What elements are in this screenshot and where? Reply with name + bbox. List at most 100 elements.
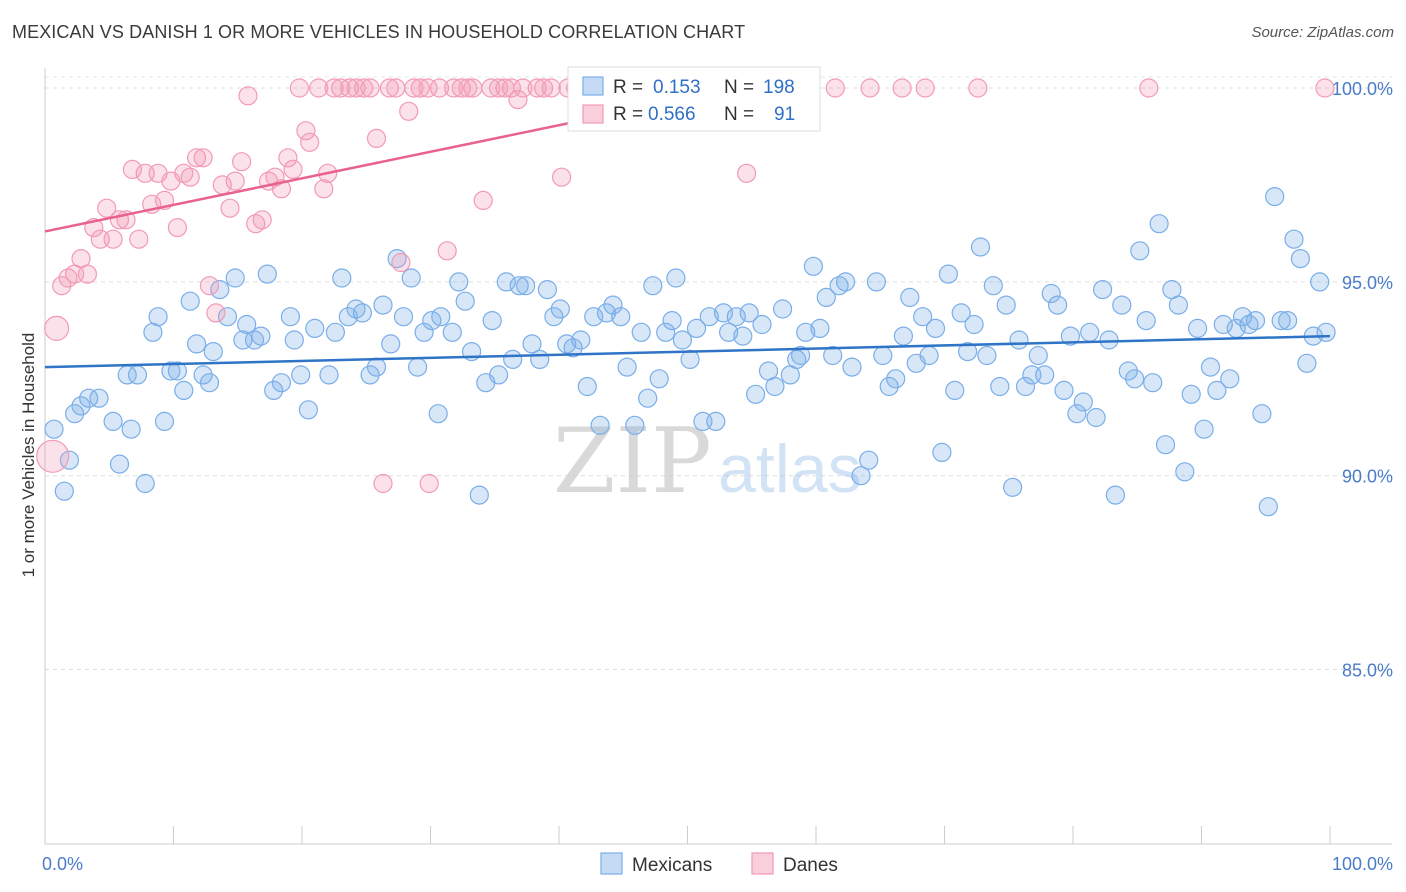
mexicans-point-104 <box>752 314 772 335</box>
x-tick-label-1: 100.0% <box>1332 854 1393 874</box>
mexicans-point-164 <box>1143 373 1163 393</box>
danes-point-60 <box>419 473 439 494</box>
y-tick-label-1: 90.0% <box>1342 467 1393 487</box>
mexicans-point-112 <box>803 256 824 276</box>
danes-point-63 <box>444 78 464 98</box>
danes-point-71 <box>501 78 522 98</box>
mexicans-point-107 <box>772 299 793 319</box>
mexicans-point-163 <box>1136 311 1156 331</box>
danes-point-89 <box>915 78 935 98</box>
mexicans-point-103 <box>745 384 766 404</box>
mexicans-point-131 <box>932 442 952 462</box>
mexicans-point-139 <box>983 276 1003 296</box>
mexicans-point-90 <box>662 311 682 331</box>
mexicans-point-47 <box>373 295 393 315</box>
mexicans-point-98 <box>713 303 734 323</box>
legend-swatch-mexicans <box>600 852 623 875</box>
danes-point-61 <box>429 78 450 98</box>
tick-labels: 85.0% 90.0% 95.0% 100.0% 0.0% 100.0% <box>42 79 1393 874</box>
mexicans-point-142 <box>1002 477 1023 497</box>
mexicans-point-123 <box>879 376 899 397</box>
mexicans-point-46 <box>366 357 387 377</box>
mexicans-point-2 <box>59 450 80 470</box>
danes-point-56 <box>399 101 419 121</box>
mexicans-point-73 <box>550 299 570 319</box>
mexicans-point-17 <box>167 361 187 381</box>
mexicans-point-118 <box>842 357 862 377</box>
mexicans-point-122 <box>873 345 893 366</box>
mexicans-point-11 <box>127 365 148 385</box>
danes-point-65 <box>458 78 478 98</box>
mexicans-point-158 <box>1105 485 1126 505</box>
mexicans-point-48 <box>381 334 401 354</box>
mexicans-point-168 <box>1168 295 1189 315</box>
mexicans-point-66 <box>503 349 523 369</box>
mexicans-point-172 <box>1194 419 1214 439</box>
mexicans-point-20 <box>187 334 207 354</box>
danes-point-48 <box>346 78 366 98</box>
mexicans-point-83 <box>617 357 637 377</box>
stats-legend-swatch-danes <box>582 104 604 124</box>
mexicans-point-157 <box>1099 330 1119 350</box>
danes-point-67 <box>473 190 493 210</box>
mexicans-point-4 <box>71 396 91 416</box>
mexicans-point-134 <box>951 303 971 323</box>
mexicans-point-97 <box>706 411 726 431</box>
mexicans-point-148 <box>1041 283 1061 304</box>
stats-legend-r-value-mexicans: 0.153 <box>653 77 701 98</box>
mexicans-point-133 <box>945 380 965 400</box>
stats-legend-n-label-mexicans: N = <box>724 77 754 98</box>
mexicans-point-114 <box>816 287 836 307</box>
stats-legend-r-label-mexicans: R = <box>613 77 643 98</box>
mexicans-point-14 <box>148 307 168 327</box>
danes-point-51 <box>366 128 387 148</box>
mexicans-point-181 <box>1252 404 1272 424</box>
mexicans-point-170 <box>1181 384 1201 404</box>
mexicans-point-77 <box>577 376 597 397</box>
danes-point-77 <box>551 167 572 187</box>
mexicans-point-13 <box>143 322 163 342</box>
mexicans-point-63 <box>482 311 502 331</box>
mexicans-point-26 <box>225 268 245 288</box>
danes-point-76 <box>541 78 561 98</box>
stats-legend-n-value-mexicans: 198 <box>763 77 795 98</box>
danes-point-9 <box>97 198 117 218</box>
danes-point-50 <box>360 78 380 98</box>
mexicans-point-93 <box>680 349 700 369</box>
mexicans-point-32 <box>264 380 284 400</box>
stats-legend-r-value-danes: 0.566 <box>648 104 696 125</box>
mexicans-point-31 <box>257 264 277 284</box>
danes-point-66 <box>463 78 483 98</box>
danes-point-47 <box>339 78 360 98</box>
danes-point-68 <box>481 78 501 98</box>
mexicans-point-7 <box>103 411 123 431</box>
danes-point-28 <box>220 198 240 218</box>
mexicans-point-15 <box>154 411 175 431</box>
mexicans-point-180 <box>1245 311 1266 331</box>
danes-point-84 <box>736 163 757 183</box>
danes-point-59 <box>418 78 438 98</box>
danes-point-75 <box>533 78 554 98</box>
danes-point-24 <box>193 148 213 168</box>
mexicans-point-12 <box>135 473 155 494</box>
mexicans-point-64 <box>489 365 509 385</box>
mexicans-point-136 <box>964 314 984 335</box>
mexicans-point-173 <box>1200 357 1221 377</box>
danes-point-33 <box>252 210 272 230</box>
x-tick-label-0: 0.0% <box>42 854 83 874</box>
danes-point-30 <box>232 152 252 172</box>
y-tick-label-0: 85.0% <box>1342 661 1393 681</box>
mexicans-point-135 <box>957 342 978 362</box>
legend-swatch-danes <box>751 852 774 875</box>
danes-point-0 <box>36 439 70 473</box>
danes-point-88 <box>892 78 912 98</box>
axes <box>44 68 1392 845</box>
mexicans-point-45 <box>360 365 380 385</box>
stats-legend-n-value-danes: 91 <box>774 104 795 125</box>
mexicans-point-153 <box>1073 392 1093 412</box>
danes-point-53 <box>379 78 399 98</box>
mexicans-point-81 <box>603 295 623 315</box>
mexicans-point-84 <box>625 415 645 435</box>
mexicans-point-151 <box>1060 326 1081 346</box>
